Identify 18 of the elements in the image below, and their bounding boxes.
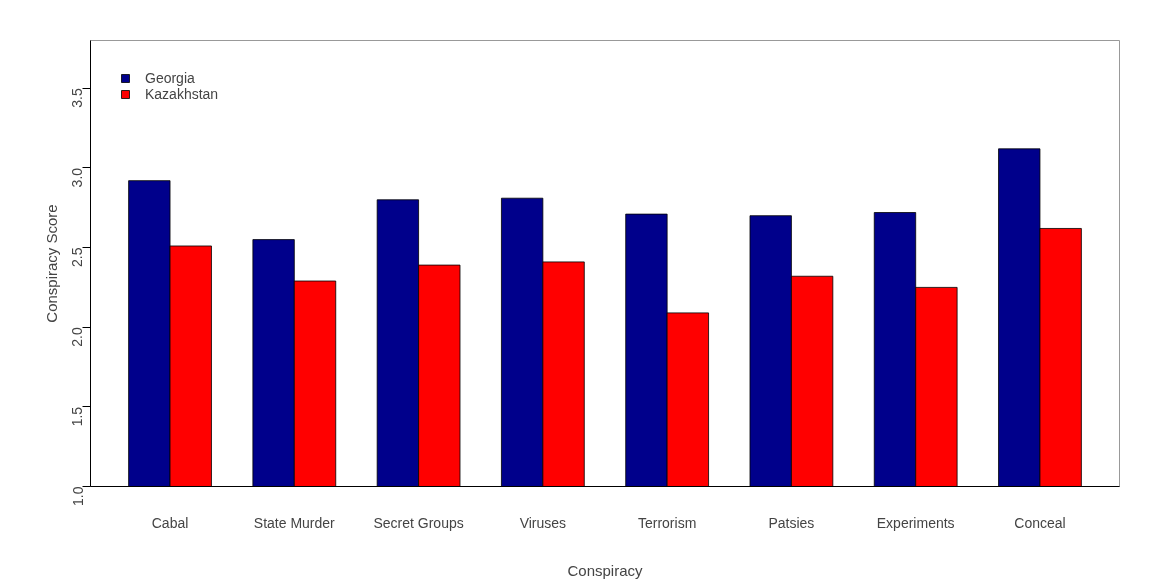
y-tick-label: 2.0 — [69, 327, 86, 347]
x-tick-label: State Murder — [253, 514, 336, 531]
y-tick-label: 3.5 — [69, 88, 86, 108]
y-tick-label: 1.0 — [69, 486, 86, 506]
legend-label: Georgia — [145, 70, 195, 86]
y-tick-label: 1.5 — [69, 406, 86, 427]
x-tick-label: Experiments — [876, 514, 955, 531]
x-tick-label: Viruses — [519, 514, 567, 531]
x-tick-label: Conceal — [1014, 514, 1066, 531]
x-tick-label: Cabal — [151, 514, 189, 531]
x-axis-title: Conspiracy — [567, 561, 644, 579]
x-tick-label: Patsies — [768, 514, 815, 531]
y-tick-label: 2.5 — [69, 247, 86, 268]
y-axis-title: Conspiracy Score — [42, 204, 60, 323]
x-tick-label: Secret Groups — [373, 514, 464, 531]
legend-label: Kazakhstan — [145, 86, 219, 102]
x-tick-label: Terrorism — [637, 514, 697, 531]
y-tick-label: 3.0 — [69, 167, 86, 188]
